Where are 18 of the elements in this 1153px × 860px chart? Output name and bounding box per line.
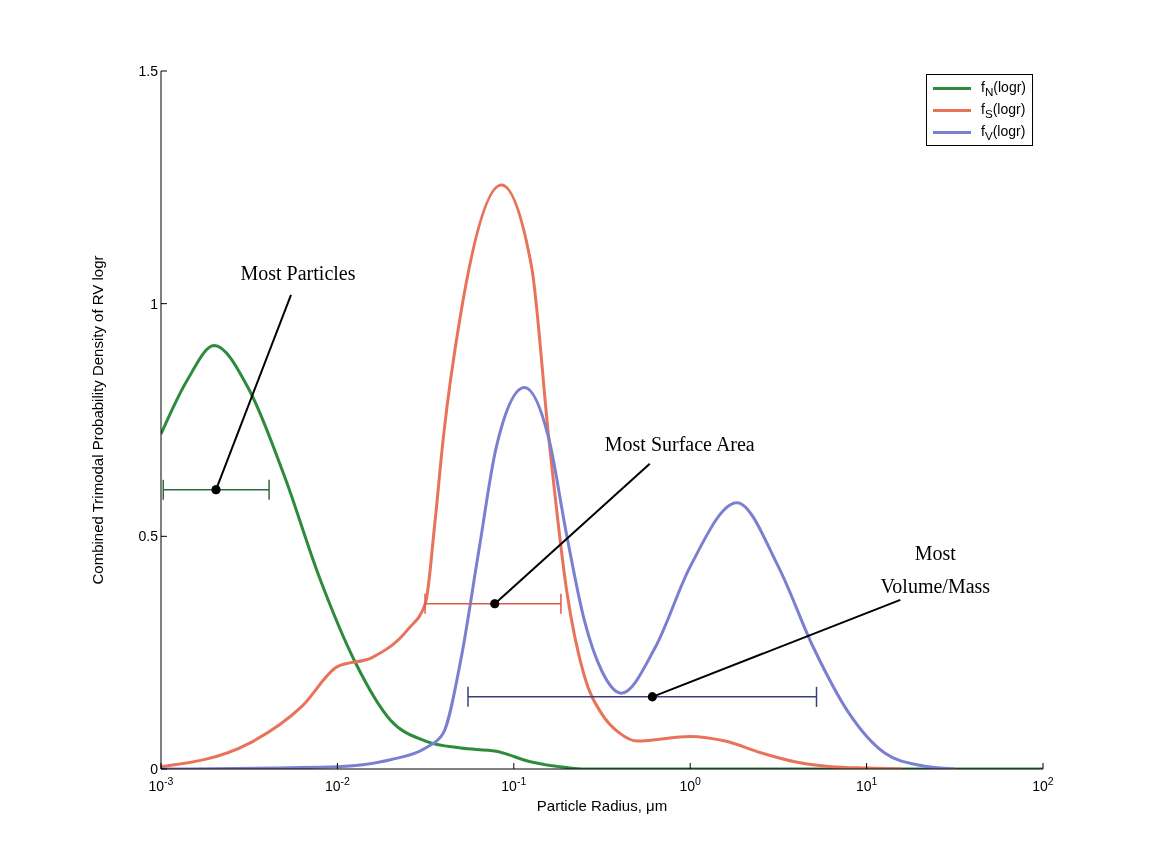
- x-tick-label: 10$^{1}$: [855, 775, 878, 794]
- y-tick-label: 1: [150, 295, 159, 312]
- x-tick-label: 10$^{-2}$: [324, 775, 351, 794]
- y-tick-label: 0: [150, 761, 159, 777]
- y-axis-title: Combined Trimodal Probability Density of RV logr: [89, 255, 107, 585]
- y-tick-label: 1.5: [138, 63, 159, 79]
- y-tick-label: 0.5: [138, 528, 159, 545]
- x-tick-label: 10$^{2}$: [1032, 775, 1054, 794]
- annotation: Most Surface Area: [604, 432, 755, 455]
- legend-label: f$_{S}$(logr): [981, 100, 1026, 120]
- legend-label: f$_{N}$(logr): [981, 78, 1026, 98]
- annotation: Most Particles: [240, 261, 356, 284]
- x-tick-label: 10$^{-3}$: [148, 775, 174, 794]
- x-tick-label: 10$^{-1}$: [501, 775, 527, 794]
- legend-label: f$_{V}$(logr): [981, 122, 1026, 142]
- x-axis-title: Particle Radius, μm: [536, 797, 668, 814]
- x-tick-label: 10$^{0}$: [679, 775, 702, 794]
- annotation: Most Volume/Mass: [880, 541, 991, 597]
